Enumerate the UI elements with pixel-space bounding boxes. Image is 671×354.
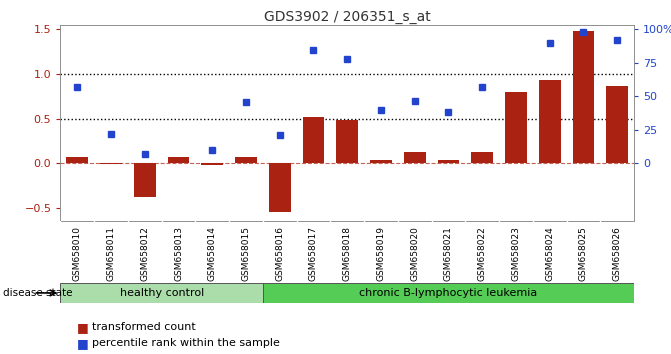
Bar <box>437 160 460 163</box>
Bar <box>303 117 325 163</box>
Bar <box>336 120 358 163</box>
Bar <box>539 80 561 163</box>
Text: GSM658021: GSM658021 <box>444 226 453 281</box>
Bar <box>505 92 527 163</box>
Text: GSM658013: GSM658013 <box>174 226 183 281</box>
Text: ■: ■ <box>77 337 89 350</box>
Text: GSM658018: GSM658018 <box>343 226 352 281</box>
Text: GSM658014: GSM658014 <box>208 226 217 281</box>
Bar <box>60 283 263 303</box>
Text: GSM658023: GSM658023 <box>511 226 521 281</box>
Text: healthy control: healthy control <box>119 288 204 298</box>
Text: GSM658019: GSM658019 <box>376 226 386 281</box>
Text: GSM658020: GSM658020 <box>410 226 419 281</box>
Text: GSM658012: GSM658012 <box>140 226 149 281</box>
Text: GSM658015: GSM658015 <box>242 226 250 281</box>
Text: GSM658010: GSM658010 <box>72 226 82 281</box>
Bar <box>404 153 425 163</box>
Text: GSM658024: GSM658024 <box>546 226 554 281</box>
Text: GSM658011: GSM658011 <box>107 226 115 281</box>
Bar <box>66 157 88 163</box>
Text: chronic B-lymphocytic leukemia: chronic B-lymphocytic leukemia <box>360 288 537 298</box>
Text: GSM658026: GSM658026 <box>613 226 622 281</box>
Bar <box>471 153 493 163</box>
Text: ■: ■ <box>77 321 89 334</box>
Text: percentile rank within the sample: percentile rank within the sample <box>92 338 280 348</box>
Text: GSM658016: GSM658016 <box>275 226 285 281</box>
Bar <box>607 86 628 163</box>
Title: GDS3902 / 206351_s_at: GDS3902 / 206351_s_at <box>264 10 431 24</box>
Bar <box>168 157 189 163</box>
Bar <box>370 160 392 163</box>
Bar <box>572 31 595 163</box>
Bar <box>134 163 156 197</box>
Bar <box>235 157 257 163</box>
Bar <box>201 163 223 165</box>
Text: GSM658022: GSM658022 <box>478 226 486 281</box>
Bar <box>263 283 634 303</box>
Bar <box>269 163 291 212</box>
Text: GSM658025: GSM658025 <box>579 226 588 281</box>
Text: disease state: disease state <box>3 288 73 298</box>
Bar <box>100 163 122 164</box>
Text: transformed count: transformed count <box>92 322 196 332</box>
Text: GSM658017: GSM658017 <box>309 226 318 281</box>
